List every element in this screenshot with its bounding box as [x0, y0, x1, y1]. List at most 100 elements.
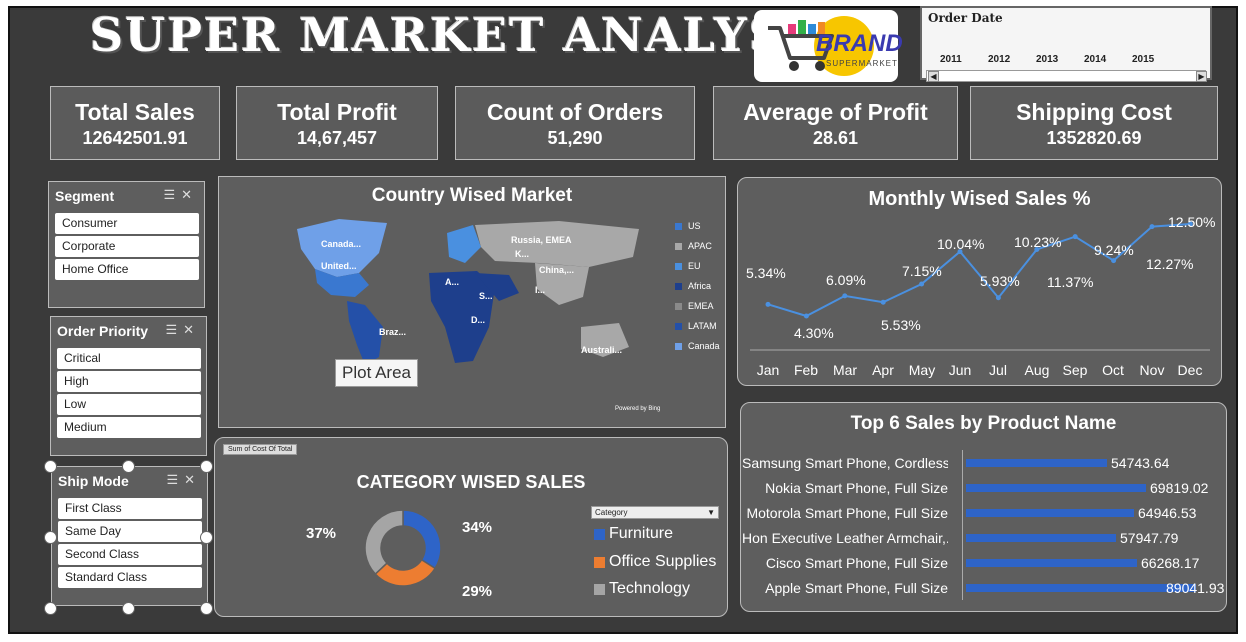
- world-map[interactable]: [219, 177, 727, 429]
- legend-item: LATAM: [675, 321, 717, 331]
- slicer-item-home-office[interactable]: Home Office: [55, 259, 199, 280]
- map-label: D...: [471, 315, 486, 325]
- map-region-emea: [475, 221, 639, 267]
- data-point: [1187, 221, 1193, 227]
- order-date-timeline[interactable]: Order Date 2011 2012 2013 2014 2015 ◀ ▶: [920, 6, 1212, 82]
- data-point: [919, 281, 925, 287]
- legend-swatch: [675, 302, 682, 310]
- category-sales-panel[interactable]: CATEGORY WISED SALES Sum of Cost Of Tota…: [214, 437, 728, 617]
- field-button[interactable]: Sum of Cost Of Total: [223, 444, 298, 455]
- data-label: 10.23%: [1014, 234, 1062, 250]
- data-label: 6.09%: [826, 272, 866, 288]
- data-point: [995, 295, 1001, 301]
- timeline-year[interactable]: 2013: [1036, 54, 1059, 65]
- legend-item: APAC: [675, 241, 712, 251]
- chevron-down-icon: ▼: [707, 508, 715, 517]
- kpi-value: 14,67,457: [296, 128, 378, 148]
- category-filter-dropdown[interactable]: Category ▼: [591, 506, 719, 519]
- scroll-right-icon[interactable]: ▶: [1196, 71, 1207, 82]
- top-products-panel[interactable]: Top 6 Sales by Product Name: [740, 402, 1227, 612]
- slicer-item-medium[interactable]: Medium: [57, 417, 201, 438]
- data-point: [1149, 224, 1155, 230]
- data-label: 10.04%: [937, 236, 985, 252]
- data-point: [803, 313, 809, 319]
- legend-item: Canada: [675, 341, 720, 351]
- month-label: Feb: [793, 362, 819, 378]
- resize-handle[interactable]: [122, 602, 135, 615]
- data-label: 9.24%: [1094, 242, 1134, 258]
- legend-item: EMEA: [675, 301, 714, 311]
- slicer-item-same-day[interactable]: Same Day: [58, 521, 202, 542]
- legend-item: Furniture: [594, 525, 673, 543]
- data-point: [1072, 234, 1078, 240]
- resize-handle[interactable]: [44, 602, 57, 615]
- data-label: 5.93%: [980, 273, 1020, 289]
- bar: [966, 534, 1116, 542]
- legend-swatch: [675, 282, 682, 290]
- month-label: Aug: [1024, 362, 1050, 378]
- plot-area-tooltip: Plot Area: [335, 359, 418, 387]
- map-label: A...: [445, 277, 460, 287]
- kpi-value: 51,290: [547, 128, 603, 148]
- slicer-item-consumer[interactable]: Consumer: [55, 213, 199, 234]
- month-label: Mar: [832, 362, 858, 378]
- legend-swatch: [675, 262, 682, 270]
- monthly-sales-panel[interactable]: Monthly Wised Sales %: [737, 177, 1222, 386]
- resize-handle[interactable]: [200, 531, 213, 544]
- month-label: Nov: [1139, 362, 1165, 378]
- slicer-item-low[interactable]: Low: [57, 394, 201, 415]
- bar-category-label: Hon Executive Leather Armchair,...: [742, 530, 948, 546]
- legend-item: Technology: [594, 580, 690, 598]
- multi-select-icon[interactable]: ☰✕: [163, 187, 198, 202]
- map-label: United...: [321, 261, 357, 271]
- timeline-year[interactable]: 2011: [940, 54, 962, 65]
- slicer-item-standard-class[interactable]: Standard Class: [58, 567, 202, 588]
- resize-handle[interactable]: [44, 460, 57, 473]
- slicer-item-first-class[interactable]: First Class: [58, 498, 202, 519]
- legend-swatch: [594, 583, 605, 595]
- bar: [966, 459, 1107, 467]
- slicer-item-corporate[interactable]: Corporate: [55, 236, 199, 257]
- timeline-year[interactable]: 2015: [1132, 54, 1155, 65]
- resize-handle[interactable]: [44, 531, 57, 544]
- bar-category-label: Apple Smart Phone, Full Size: [765, 580, 948, 596]
- map-label: Russia, EMEA: [511, 235, 572, 245]
- multi-select-icon[interactable]: ☰✕: [165, 322, 200, 337]
- kpi-title: Shipping Cost: [1016, 99, 1172, 125]
- month-label: Oct: [1102, 362, 1124, 378]
- cart-icon: [768, 16, 874, 76]
- resize-handle[interactable]: [200, 460, 213, 473]
- kpi-title: Total Profit: [277, 99, 397, 125]
- kpi-value: 12642501.91: [82, 128, 188, 148]
- category-chart-title: CATEGORY WISED SALES: [356, 472, 586, 492]
- month-label: Sep: [1062, 362, 1088, 378]
- legend-swatch: [675, 242, 682, 250]
- slicer-item-second-class[interactable]: Second Class: [58, 544, 202, 565]
- map-region-us: [315, 269, 369, 297]
- slicer-item-critical[interactable]: Critical: [57, 348, 201, 369]
- country-map-panel[interactable]: Country Wised Market Canada... United...…: [218, 176, 726, 428]
- resize-handle[interactable]: [200, 602, 213, 615]
- slicer-item-high[interactable]: High: [57, 371, 201, 392]
- multi-select-icon[interactable]: ☰✕: [166, 472, 201, 487]
- kpi-title: Total Sales: [75, 99, 195, 125]
- map-region-canada: [297, 219, 387, 277]
- map-credit: Powered by Bing: [615, 406, 661, 412]
- resize-handle[interactable]: [122, 460, 135, 473]
- timeline-years: 2011 2012 2013 2014 2015: [940, 54, 1190, 65]
- y-axis-line: [962, 450, 963, 600]
- bar-category-label: Cisco Smart Phone, Full Size: [765, 555, 948, 571]
- logo-text: BRAND: [816, 30, 903, 57]
- month-label: Jul: [989, 362, 1007, 378]
- legend-item: Africa: [675, 281, 711, 291]
- timeline-year[interactable]: 2014: [1084, 54, 1107, 65]
- legend-swatch: [675, 322, 682, 330]
- data-point: [1034, 246, 1040, 252]
- bar-category-label: Motorola Smart Phone, Full Size: [746, 505, 948, 521]
- bar-category-label: Samsung Smart Phone, Cordless: [742, 455, 948, 471]
- scroll-left-icon[interactable]: ◀: [928, 71, 939, 82]
- timeline-year[interactable]: 2012: [988, 54, 1011, 65]
- kpi-count-of-orders: Count of Orders 51,290: [455, 86, 695, 160]
- month-label: May: [908, 362, 936, 378]
